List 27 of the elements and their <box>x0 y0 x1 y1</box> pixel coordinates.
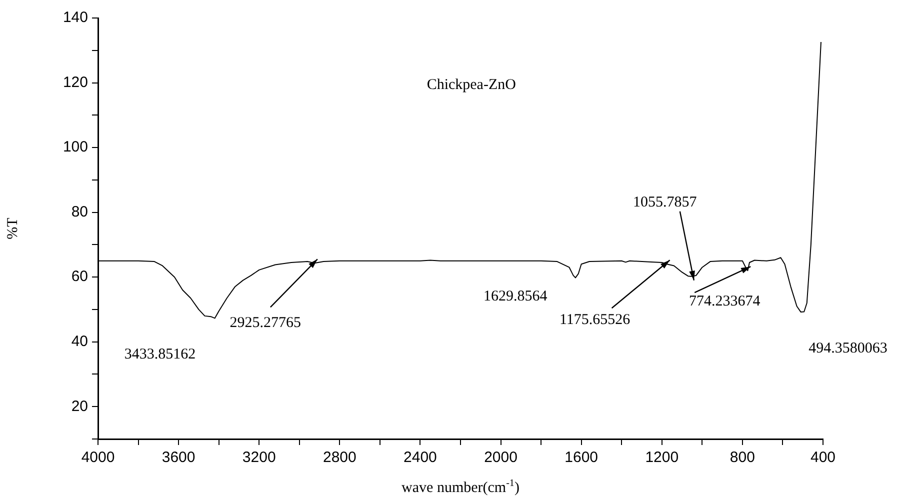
annotation: 494.3580063 <box>808 340 888 357</box>
y-axis-title: %T <box>4 218 21 240</box>
annotation: 3433.85162 <box>124 346 196 362</box>
y-tick-label: 60 <box>71 268 88 286</box>
y-tick-label: 20 <box>71 398 88 415</box>
text: Chickpea-ZnO <box>426 76 516 93</box>
x-tick-label: 1600 <box>564 449 598 466</box>
y-tick-label: 40 <box>71 332 88 350</box>
annotation: 2925.27765 <box>230 315 302 332</box>
x-tick-label: 1200 <box>645 449 679 466</box>
x-tick-label: 2400 <box>404 449 437 466</box>
y-tick-label: 100 <box>62 138 88 156</box>
x-tick-label: 800 <box>730 449 755 466</box>
x-tick-label: 2000 <box>484 449 518 466</box>
y-tick-label: 80 <box>71 203 88 220</box>
x-tick-label: 3600 <box>162 449 196 466</box>
y-tick-label: 140 <box>62 9 88 26</box>
x-tick-label: 4000 <box>81 449 115 466</box>
x-tick-label: 400 <box>810 449 836 466</box>
x-axis-title: wave number(cm$^{-1}$) <box>400 478 520 497</box>
annotation: 774.233674 <box>689 294 761 310</box>
annotation: 1629.8564 <box>483 288 548 305</box>
x-tick-label: 2800 <box>322 449 356 466</box>
x-tick-label: 3200 <box>242 449 276 466</box>
annotation: 1175.65526 <box>559 312 631 328</box>
y-tick-label: 120 <box>62 74 88 91</box>
annotation: 1055.7857 <box>633 194 698 210</box>
